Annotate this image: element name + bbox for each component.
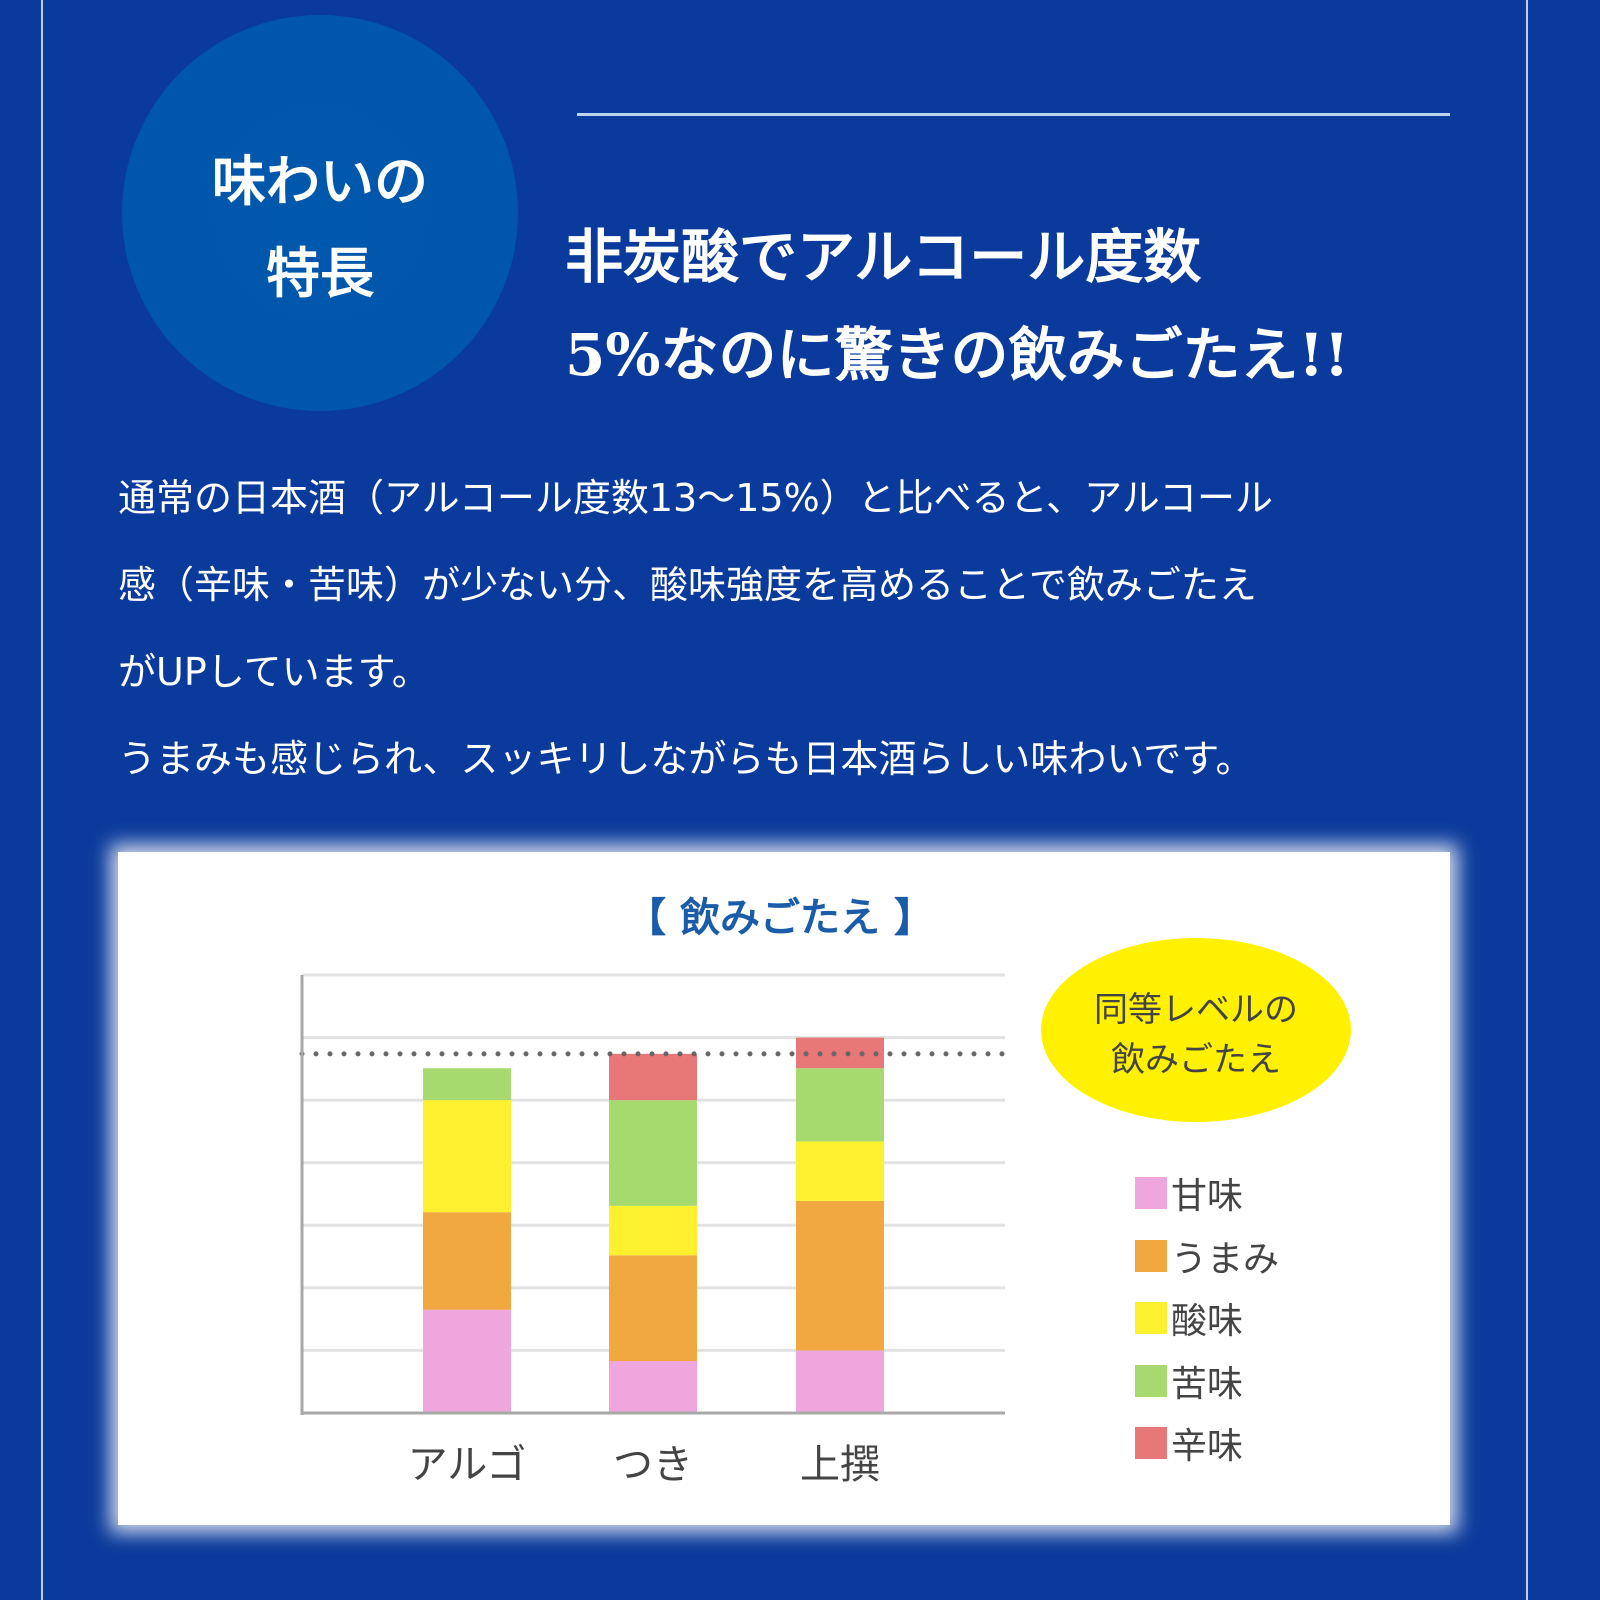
legend-item-umami: うまみ [1135, 1225, 1279, 1288]
description: 通常の日本酒（アルコール度数13〜15%）と比べると、アルコール 感（辛味・苦味… [118, 455, 1478, 803]
x-label-0: アルゴ [407, 1442, 527, 1488]
bar-segment-アルゴ-酸味 [423, 1100, 511, 1213]
circle-line-2: 特長 [266, 241, 374, 305]
description-line: がUPしています。 [118, 650, 430, 694]
description-line: うまみも感じられ、スッキリしながらも日本酒らしい味わいです。 [118, 737, 1254, 781]
bar-segment-上撰-辛味 [796, 1037, 884, 1069]
legend-swatch [1135, 1427, 1167, 1460]
headline-line-1: 非炭酸でアルコール度数 [565, 223, 1202, 291]
bar-segment-上撰-うまみ [796, 1200, 884, 1351]
chart-title-text: 【 飲みごたえ 】 [626, 895, 934, 941]
legend-item-sweet: 甘味 [1135, 1162, 1279, 1225]
callout-ellipse [1041, 938, 1351, 1122]
x-label-1: つき [613, 1442, 693, 1488]
bar-segment-アルゴ-甘味 [423, 1309, 511, 1413]
legend-label: 辛味 [1171, 1426, 1244, 1468]
legend-label: 甘味 [1171, 1176, 1244, 1218]
bar-segment-アルゴ-苦味 [423, 1068, 511, 1101]
legend-label: 酸味 [1171, 1301, 1244, 1343]
callout-text: 同等レベルの 飲みごたえ [1041, 985, 1351, 1085]
legend-item-dry: 辛味 [1135, 1412, 1279, 1475]
bar-segment-アルゴ-うまみ [423, 1212, 511, 1310]
legend-swatch [1135, 1364, 1167, 1397]
frame-line-left [41, 0, 43, 1600]
callout-line-2: 飲みごたえ [1111, 1040, 1281, 1080]
divider [577, 113, 1450, 116]
bar-segment-つき-酸味 [609, 1205, 697, 1256]
legend-swatch [1135, 1177, 1167, 1210]
feature-circle-label: 味わいの 特長 [122, 135, 518, 319]
bar-segment-つき-苦味 [609, 1100, 697, 1206]
legend: 甘味 うまみ 酸味 苦味 辛味 [1135, 1162, 1279, 1475]
frame-line-right [1526, 0, 1528, 1600]
callout-line-1: 同等レベルの [1094, 990, 1298, 1030]
bar-segment-上撰-酸味 [796, 1141, 884, 1201]
description-line: 感（辛味・苦味）が少ない分、酸味強度を高めることで飲みごたえ [118, 563, 1257, 607]
x-label-2: 上撰 [800, 1442, 880, 1488]
circle-line-1: 味わいの [212, 149, 428, 213]
bar-segment-つき-甘味 [609, 1361, 697, 1413]
legend-item-sour: 酸味 [1135, 1287, 1279, 1350]
bar-segment-上撰-苦味 [796, 1068, 884, 1142]
legend-swatch [1135, 1239, 1167, 1272]
feature-circle [122, 15, 518, 411]
legend-item-bitter: 苦味 [1135, 1350, 1279, 1413]
legend-swatch [1135, 1302, 1167, 1335]
bar-segment-つき-辛味 [609, 1053, 697, 1101]
headline-line-2: 5%なのに驚きの飲みごたえ!! [565, 321, 1350, 389]
legend-label: うまみ [1171, 1238, 1280, 1280]
headline: 非炭酸でアルコール度数 5%なのに驚きの飲みごたえ!! [565, 208, 1349, 404]
legend-label: 苦味 [1171, 1363, 1244, 1405]
description-line: 通常の日本酒（アルコール度数13〜15%）と比べると、アルコール [118, 476, 1274, 520]
bar-segment-つき-うまみ [609, 1255, 697, 1362]
chart-title: 【 飲みごたえ 】 [0, 885, 1600, 943]
bar-segment-上撰-甘味 [796, 1350, 884, 1413]
